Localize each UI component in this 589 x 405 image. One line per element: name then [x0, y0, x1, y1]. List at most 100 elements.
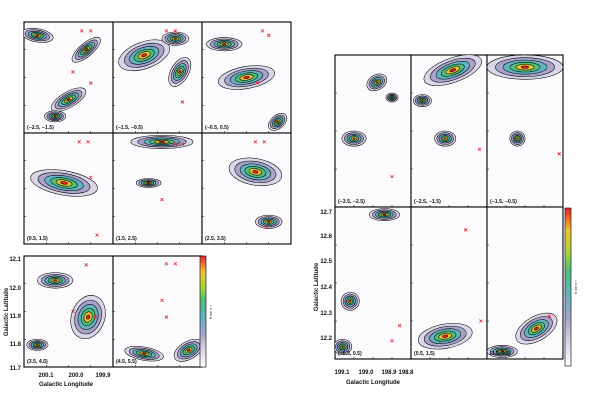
emission-clump	[44, 110, 67, 123]
panel-velocity-label: (1.5, 2.5)	[116, 236, 137, 242]
source-marker	[164, 261, 169, 266]
emission-clump	[70, 295, 106, 339]
right-y-axis-label: Galactic Latitude	[314, 262, 320, 311]
channel-panel: (−0.5, 0.5)	[334, 206, 412, 360]
emission-clump	[340, 291, 360, 311]
right-y-tick: 12.3	[320, 311, 332, 317]
panel-velocity-label: (0.5, 1.5)	[414, 351, 435, 357]
left-y-tick: 12.0	[9, 286, 21, 292]
channel-panel: (4.5, 5.5)	[112, 255, 203, 368]
emission-clump	[228, 157, 283, 187]
right-colorbar: K km s⁻¹	[564, 207, 578, 367]
emission-clump	[173, 338, 202, 362]
source-marker	[160, 197, 164, 202]
emission-clump	[161, 31, 189, 46]
right-figure-panels: (−3.5, −2.5) (−2.5, −1.5) (−1.5, −0.5) (−0.…	[334, 54, 564, 360]
channel-panel: (2.5, 3.5)	[201, 132, 292, 245]
channel-panel: (−3.5, −2.5)	[334, 54, 412, 208]
left-y-axis-label: Galactic Latitude	[4, 287, 10, 336]
left-colorbar-label: K km s⁻¹	[209, 304, 213, 319]
emission-clump	[24, 27, 54, 43]
emission-clump	[255, 214, 283, 229]
right-y-tick: 12.7	[320, 210, 332, 216]
channel-panel: (1.5, 2.5)	[486, 206, 564, 360]
panel-velocity-label: (−2.5, −1.5)	[27, 125, 54, 131]
source-marker	[164, 315, 169, 319]
panel-velocity-label: (4.5, 5.5)	[116, 359, 137, 365]
channel-panel: (−2.5, −1.5)	[23, 21, 114, 134]
source-marker	[71, 309, 75, 314]
source-marker	[479, 319, 483, 323]
left-y-tick: 12.1	[9, 257, 21, 263]
right-y-axis: 12.7 12.6 12.5 12.4 12.3 12.2 Galactic L…	[314, 210, 333, 342]
emission-clump	[385, 92, 399, 103]
right-y-tick: 12.6	[320, 234, 332, 240]
right-x-tick: 199.0	[358, 370, 374, 376]
emission-clump	[341, 130, 367, 147]
source-marker	[173, 261, 178, 266]
panel-velocity-label: (−0.5, 0.5)	[205, 125, 229, 131]
panel-velocity-label: (0.5, 1.5)	[27, 236, 48, 242]
channel-panel: (−1.5, −0.5)	[486, 54, 564, 208]
emission-clump	[417, 323, 473, 350]
source-marker	[557, 152, 561, 156]
emission-clump	[487, 345, 518, 358]
source-marker	[397, 323, 402, 328]
source-marker	[260, 29, 265, 33]
source-marker	[255, 81, 259, 85]
panel-velocity-label: (−1.5, −0.5)	[490, 199, 517, 205]
channel-panel: (0.5, 1.5)	[410, 206, 488, 360]
source-marker	[93, 315, 97, 319]
emission-clump	[366, 73, 388, 92]
channel-panel: (−0.5, 0.5)	[201, 21, 292, 134]
emission-clump	[130, 134, 194, 149]
left-y-tick: 11.8	[10, 342, 22, 348]
emission-clump	[268, 113, 288, 131]
left-x-tick: 200.1	[38, 373, 54, 379]
channel-panel: (1.5, 2.5)	[112, 132, 203, 245]
channel-panel: (3.5, 4.5)	[23, 255, 114, 368]
right-x-tick: 198.8	[398, 370, 414, 376]
source-marker	[80, 29, 84, 33]
right-colorbar-label: K km s⁻¹	[574, 279, 578, 294]
source-marker	[390, 338, 394, 343]
channel-panel: (−2.5, −1.5)	[410, 54, 488, 208]
right-x-tick: 198.9	[381, 370, 397, 376]
emission-clump	[515, 312, 558, 345]
panel-velocity-label: (2.5, 3.5)	[205, 236, 226, 242]
emission-clump	[50, 87, 87, 112]
panel-velocity-label: (−2.5, −1.5)	[414, 199, 441, 205]
source-marker	[160, 298, 164, 303]
source-marker	[84, 263, 89, 267]
left-y-axis: 12.1 12.0 11.9 11.8 11.7 Galactic Latitu…	[4, 257, 22, 372]
emission-clump	[423, 55, 482, 86]
source-marker	[264, 225, 268, 230]
right-x-axis: 199.1 199.0 198.9 198.8 Galactic Longitu…	[334, 370, 414, 386]
emission-clump	[118, 39, 170, 72]
emission-clump	[368, 208, 400, 221]
channel-panel: (−1.5, −0.5)	[112, 21, 203, 134]
source-marker	[95, 233, 99, 237]
left-x-axis-label: Galactic Longitude	[39, 382, 94, 388]
right-y-tick: 12.2	[320, 336, 332, 342]
left-y-tick: 11.9	[10, 314, 22, 320]
panel-velocity-label: (−0.5, 0.5)	[338, 351, 362, 357]
source-marker	[71, 70, 75, 74]
source-marker	[390, 174, 394, 179]
source-marker	[88, 175, 93, 180]
source-marker	[463, 228, 468, 232]
emission-clump	[124, 346, 164, 362]
emission-clump	[487, 55, 563, 80]
source-marker	[180, 142, 185, 146]
channel-panel: (0.5, 1.5)	[23, 132, 114, 245]
source-marker	[266, 33, 271, 38]
source-marker	[173, 142, 178, 146]
source-marker	[164, 29, 169, 33]
emission-clump	[71, 36, 101, 63]
right-x-tick: 199.1	[334, 370, 350, 376]
source-marker	[180, 100, 185, 104]
source-marker	[77, 140, 81, 144]
panel-velocity-label: (1.5, 2.5)	[490, 351, 511, 357]
emission-clump	[135, 178, 162, 188]
right-x-axis-label: Galactic Longitude	[346, 380, 401, 386]
